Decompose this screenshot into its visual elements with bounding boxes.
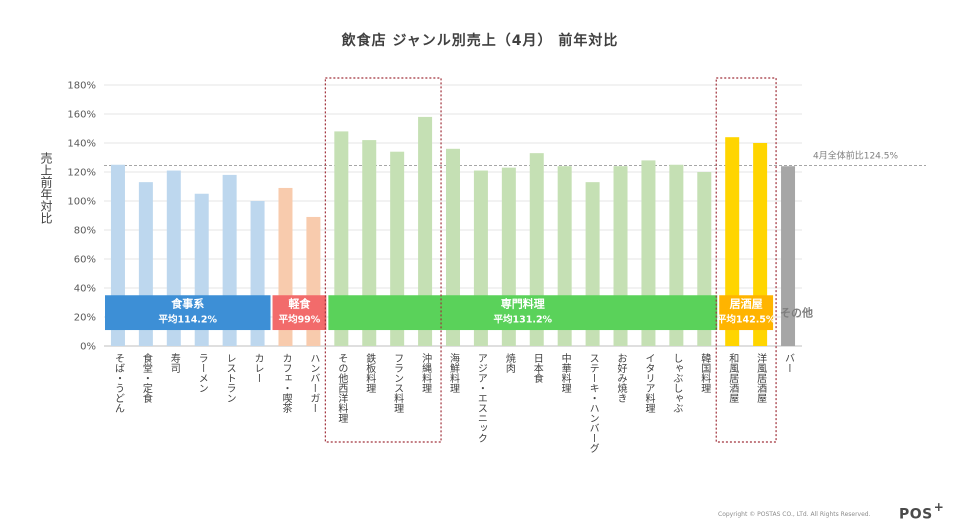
x-axis-labels: そば・うどん 食堂・定食 寿司 ラーメン レストラン カレー カフェ・喫茶 ハンバーガー その他… xyxy=(112,352,794,453)
x-tick-label: しゃぶしゃぶ xyxy=(671,353,683,413)
highlight-boxes xyxy=(324,77,777,443)
logo-text: POS xyxy=(899,506,933,523)
x-tick-label: 韓国料理 xyxy=(699,353,711,393)
postas-logo: POS+ xyxy=(899,500,945,523)
x-tick-label: 食堂・定食 xyxy=(140,352,152,404)
y-tick-label: 40% xyxy=(74,284,96,295)
y-tick-label: 120% xyxy=(67,168,96,179)
group-band xyxy=(272,295,327,331)
other-group-label: その他 xyxy=(780,306,813,320)
y-tick-label: 160% xyxy=(67,110,96,121)
x-tick-label: 和風居酒屋 xyxy=(727,353,739,403)
y-tick-label: 60% xyxy=(74,255,96,266)
y-tick-label: 140% xyxy=(67,139,96,150)
group-band xyxy=(719,295,774,331)
copyright-text: Copyright © POSTAS CO., LTd. All Rights … xyxy=(718,511,871,518)
x-tick-label: フランス料理 xyxy=(392,353,404,413)
x-tick-label: 中華料理 xyxy=(559,352,571,393)
group-band-average: 平均99% xyxy=(279,313,321,325)
x-tick-label: カレー xyxy=(252,353,263,383)
group-band-name: 専門料理 xyxy=(501,296,545,310)
y-tick-label: 100% xyxy=(67,197,96,208)
group-band-average: 平均142.5% xyxy=(717,313,776,325)
y-tick-label: 20% xyxy=(74,313,96,324)
bar xyxy=(725,137,740,346)
bar xyxy=(334,131,349,346)
group-band xyxy=(105,295,271,331)
group-band-name: 居酒屋 xyxy=(730,297,763,310)
bar xyxy=(362,140,377,346)
x-tick-label: アジア・エスニック xyxy=(475,353,487,443)
x-tick-label: 海鮮料理 xyxy=(448,352,460,393)
x-tick-label: ラーメン xyxy=(196,353,207,393)
chart-title: 飲食店 ジャンル別売上（4月） 前年対比 xyxy=(341,33,619,49)
y-axis-ticks: 0% 20% 40% 60% 80% 100% 120% 140% 160% 180% xyxy=(67,81,96,353)
x-tick-label: 日本食 xyxy=(531,353,543,384)
x-tick-label: そば・うどん xyxy=(112,353,124,413)
bar xyxy=(781,166,796,346)
bar xyxy=(418,116,433,347)
x-tick-label: 寿司 xyxy=(168,352,180,373)
x-tick-label: 洋風居酒屋 xyxy=(755,352,767,403)
y-tick-label: 180% xyxy=(67,81,96,92)
x-tick-label: ハンバーガー xyxy=(308,353,320,413)
x-tick-label: ステーキ・ハンバーグ xyxy=(587,353,599,453)
x-tick-label: 鉄板料理 xyxy=(364,352,376,393)
group-band xyxy=(328,295,718,331)
y-tick-label: 80% xyxy=(74,226,96,237)
group-band-average: 平均131.2% xyxy=(494,313,553,325)
group-band-name: 食事系 xyxy=(171,296,204,310)
group-band-name: 軽食 xyxy=(288,296,311,310)
x-tick-label: レストラン xyxy=(224,353,235,403)
x-tick-label: その他西洋料理 xyxy=(336,353,348,423)
group-band-average: 平均114.2% xyxy=(158,313,217,325)
x-tick-label: 沖縄料理 xyxy=(420,352,432,393)
x-tick-label: 焼肉 xyxy=(503,353,515,373)
y-tick-label: 0% xyxy=(80,342,96,353)
x-tick-label: カフェ・喫茶 xyxy=(280,353,292,413)
x-tick-label: バー xyxy=(783,353,795,373)
reference-label: 4月全体前比124.5% xyxy=(813,149,898,161)
y-axis-label: 売上前年対比 xyxy=(39,152,53,224)
reference-line: 4月全体前比124.5% xyxy=(104,149,926,166)
x-tick-label: お好み焼き xyxy=(615,353,627,403)
x-tick-label: イタリア料理 xyxy=(643,353,655,413)
logo-plus-icon: + xyxy=(933,500,945,514)
highlight-box xyxy=(324,77,442,443)
highlight-box xyxy=(715,77,777,443)
